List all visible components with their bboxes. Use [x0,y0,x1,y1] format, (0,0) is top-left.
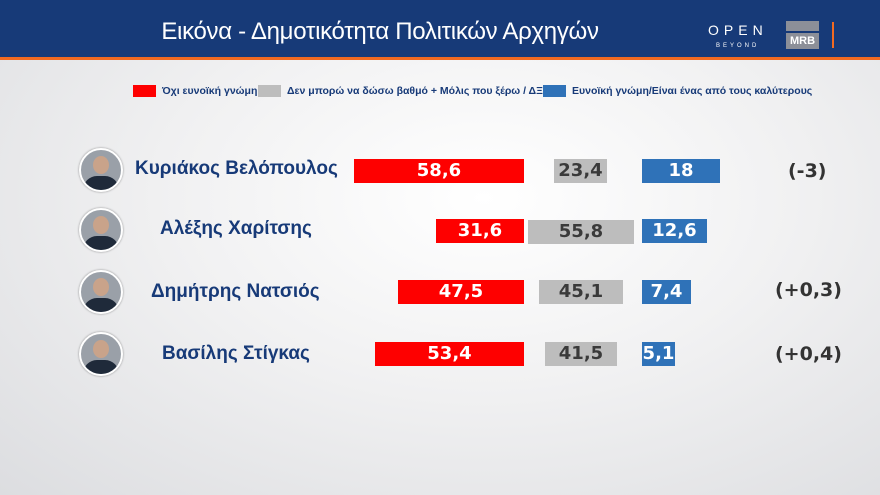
avatar [79,270,123,314]
legend-label: Ευνοϊκή γνώμη/Είναι ένας από τους καλύτε… [572,85,813,97]
legend-item-neutral: Δεν μπορώ να δώσω βαθμό + Μόλις που ξέρω… [258,85,561,97]
bar-neutral: 45,1 [539,280,623,304]
legend-swatch-red [133,85,156,97]
bar-neutral: 23,4 [554,159,607,183]
change-value: (+0,4) [775,343,842,365]
bar-favorable: 7,4 [642,280,691,304]
page-title: Εικόνα - Δημοτικότητα Πολιτικών Αρχηγών [161,18,599,45]
logo-divider [832,22,834,48]
legend-label: Δεν μπορώ να δώσω βαθμό + Μόλις που ξέρω… [287,85,561,97]
bar-favorable: 18 [642,159,720,183]
avatar [79,208,123,252]
mrb-logo: MRB [786,21,819,49]
leader-name: Κυριάκος Βελόπουλος [135,158,338,179]
bar-unfavorable: 47,5 [398,280,524,304]
avatar [79,148,123,192]
bar-favorable: 12,6 [642,219,707,243]
bar-favorable: 5,1 [642,342,675,366]
bar-unfavorable: 31,6 [436,219,524,243]
legend-swatch-gray [258,85,281,97]
change-value: (+0,3) [775,279,842,301]
avatar [79,332,123,376]
bar-neutral: 41,5 [545,342,617,366]
open-logo: OPEN BEYOND [708,22,768,49]
legend-item-unfavorable: Όχι ευνοϊκή γνώμη [133,85,257,97]
leader-name: Αλέξης Χαρίτσης [160,218,312,239]
bar-unfavorable: 58,6 [354,159,524,183]
legend-item-favorable: Ευνοϊκή γνώμη/Είναι ένας από τους καλύτε… [543,85,812,97]
leader-name: Βασίλης Στίγκας [162,343,310,364]
legend-swatch-blue [543,85,566,97]
legend-label: Όχι ευνοϊκή γνώμη [162,85,258,97]
leader-name: Δημήτρης Νατσιός [151,281,320,302]
header-bar [0,0,880,57]
header-accent-line [0,57,880,60]
bar-neutral: 55,8 [528,220,634,244]
bar-unfavorable: 53,4 [375,342,524,366]
change-value: (-3) [788,160,827,182]
